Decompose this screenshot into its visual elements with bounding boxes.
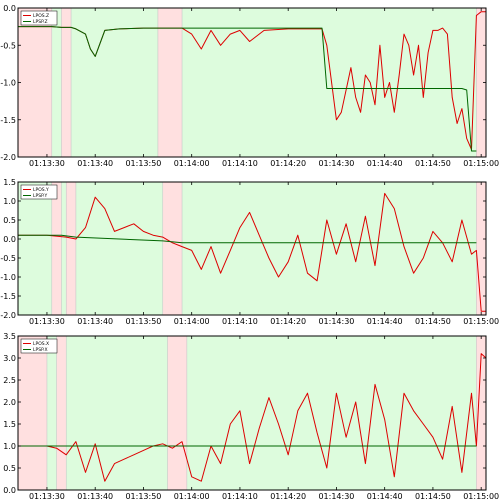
- legend-label: LPOS.Z: [33, 13, 49, 19]
- x-tick-label: 01:14:20: [270, 159, 306, 168]
- y-tick-label: -1.5: [0, 292, 16, 301]
- x-tick-label: 01:13:50: [125, 159, 161, 168]
- y-tick-label: -0.5: [0, 41, 16, 50]
- chart-panel-3: 3.5 3.0 2.5 2.0 1.5 1.0 0.5 0.0 01:13:30 01:13:40…: [3, 332, 499, 500]
- x-tick-label: 01:13:40: [77, 159, 113, 168]
- x-tick-label: 01:14:50: [415, 159, 451, 168]
- x-tick-label: 01:14:30: [318, 317, 354, 326]
- x-tick-label: 01:14:40: [367, 492, 403, 500]
- x-tick-label: 01:14:50: [415, 492, 451, 500]
- y-tick-label: 1.0: [3, 197, 16, 206]
- y-tick-label: -1.0: [0, 273, 16, 282]
- x-tick-label: 01:14:40: [367, 159, 403, 168]
- red-interval: [17, 335, 48, 491]
- legend-label: LPOS.Y: [33, 187, 49, 193]
- x-tick-label: 01:14:00: [174, 492, 210, 500]
- y-tick-label: 0.0: [3, 4, 16, 13]
- x-tick-label: 01:14:20: [270, 317, 306, 326]
- y-tick-label: 0.5: [3, 216, 16, 225]
- red-interval: [157, 7, 183, 158]
- series-line-lpos-x: [18, 353, 487, 482]
- red-interval: [51, 181, 62, 316]
- x-tick-label: 01:15:00: [463, 159, 499, 168]
- legend-label: LPSP.Y: [33, 193, 48, 199]
- y-tick-label: 2.0: [3, 398, 16, 407]
- y-tick-label: -1.5: [0, 116, 16, 125]
- series-line-lpsp-y: [18, 234, 477, 244]
- plot-background: [18, 182, 486, 315]
- legend-label: LPSP.Z: [33, 19, 48, 25]
- x-tick-label: 01:13:30: [29, 492, 65, 500]
- x-tick-label: 01:15:00: [463, 317, 499, 326]
- x-tick-label: 01:13:30: [29, 317, 65, 326]
- plot-background: [18, 336, 486, 490]
- y-tick-label: 0.0: [3, 486, 16, 495]
- red-interval: [61, 7, 72, 158]
- chart-panel-2: 1.5 1.0 0.5 0.0 -0.5 -1.0 -1.5 -2.0 01:13:30 01:1…: [0, 178, 499, 326]
- x-tick-label: 01:14:10: [222, 317, 258, 326]
- x-tick-label: 01:13:40: [77, 492, 113, 500]
- y-tick-label: 0.5: [3, 464, 16, 473]
- y-tick-label: -0.5: [0, 254, 16, 263]
- red-interval: [17, 7, 53, 158]
- y-tick-label: 2.5: [3, 376, 16, 385]
- x-tick-label: 01:14:00: [174, 159, 210, 168]
- x-tick-label: 01:13:50: [125, 492, 161, 500]
- red-interval: [476, 181, 487, 316]
- y-tick-label: -2.0: [0, 311, 16, 320]
- red-interval: [167, 335, 188, 491]
- x-tick-label: 01:14:10: [222, 159, 258, 168]
- red-interval: [65, 181, 77, 316]
- plot-background: [18, 8, 486, 157]
- x-tick-label: 01:13:50: [125, 317, 161, 326]
- x-tick-label: 01:15:00: [463, 492, 499, 500]
- x-tick-label: 01:14:30: [318, 159, 354, 168]
- y-tick-label: 1.0: [3, 442, 16, 451]
- red-interval: [162, 181, 183, 316]
- x-tick-label: 01:14:50: [415, 317, 451, 326]
- x-tick-label: 01:14:20: [270, 492, 306, 500]
- y-tick-label: -1.0: [0, 79, 16, 88]
- x-tick-label: 01:13:30: [29, 159, 65, 168]
- x-tick-label: 01:14:10: [222, 492, 258, 500]
- x-tick-label: 01:13:40: [77, 317, 113, 326]
- series-line-lpos-y: [18, 192, 486, 312]
- legend-label: LPSP.X: [33, 347, 48, 353]
- y-tick-label: 0.0: [3, 235, 16, 244]
- series-line-lpsp-z: [18, 26, 477, 152]
- y-tick-label: 1.5: [3, 420, 16, 429]
- axes-frame: [17, 335, 487, 491]
- y-tick-label: 1.5: [3, 178, 16, 187]
- x-tick-label: 01:14:40: [367, 317, 403, 326]
- axes-frame: [17, 181, 487, 316]
- red-interval: [56, 335, 67, 491]
- x-tick-label: 01:14:00: [174, 317, 210, 326]
- y-tick-label: 3.0: [3, 354, 16, 363]
- legend-label: LPOS.X: [33, 341, 49, 347]
- y-tick-label: 3.5: [3, 332, 16, 341]
- chart-panel-1: 0.0 -0.5 -1.0 -1.5 -2.0 01:13:30 01:13:40 01:13…: [0, 4, 499, 168]
- y-tick-label: -2.0: [0, 153, 16, 162]
- x-tick-label: 01:14:30: [318, 492, 354, 500]
